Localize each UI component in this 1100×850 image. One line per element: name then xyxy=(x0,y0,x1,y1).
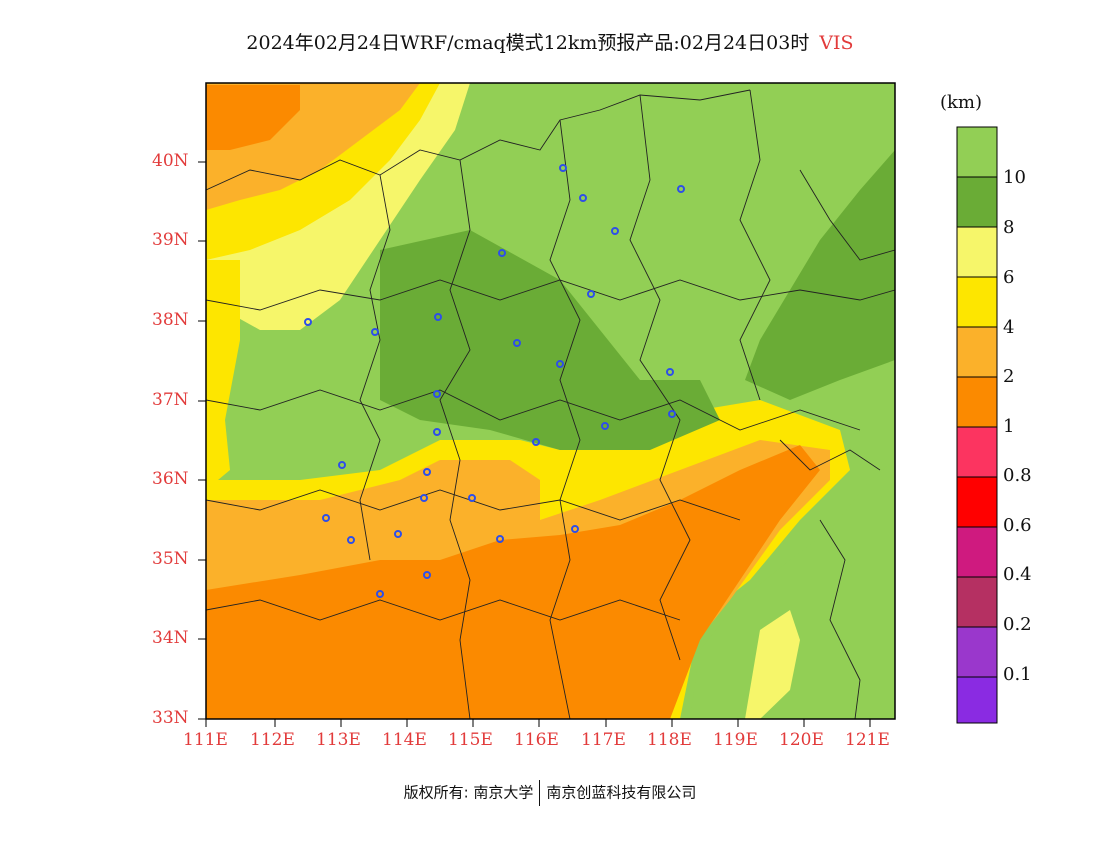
legend-label: 10 xyxy=(1003,167,1026,188)
city-marker xyxy=(496,535,504,543)
title-text: 2024年02月24日WRF/cmaq模式12km预报产品:02月24日03时 xyxy=(246,32,810,54)
city-marker xyxy=(423,571,431,579)
city-marker xyxy=(587,290,595,298)
x-tick-label: 111E xyxy=(183,730,228,750)
y-tick-label: 40N xyxy=(152,151,189,171)
colorbar-swatch-1 xyxy=(956,176,998,228)
footer-separator xyxy=(539,780,541,806)
x-tick-label: 116E xyxy=(514,730,559,750)
city-marker xyxy=(611,227,619,235)
city-marker xyxy=(394,530,402,538)
colorbar-swatch-7 xyxy=(956,476,998,528)
city-marker xyxy=(601,422,609,430)
vis-region-se-6km xyxy=(745,610,800,719)
colorbar-swatch-0 xyxy=(956,126,998,178)
city-marker xyxy=(304,318,312,326)
x-tick-label: 112E xyxy=(250,730,295,750)
x-tick-label: 115E xyxy=(448,730,493,750)
city-marker xyxy=(532,438,540,446)
copyright-right: 南京创蓝科技有限公司 xyxy=(546,783,697,802)
vis-region-s-1km xyxy=(206,445,820,719)
copyright-footer: 版权所有: 南京大学 南京创蓝科技有限公司 xyxy=(0,780,1100,806)
city-marker xyxy=(498,249,506,257)
city-marker xyxy=(579,194,587,202)
city-marker xyxy=(677,185,685,193)
vis-region-nw-1km xyxy=(206,85,300,150)
x-tick-label: 121E xyxy=(845,730,890,750)
legend-label: 1 xyxy=(1003,416,1015,437)
x-tick-label: 118E xyxy=(647,730,692,750)
title-variable: VIS xyxy=(819,32,854,54)
city-marker xyxy=(376,590,384,598)
legend-label: 0.1 xyxy=(1003,664,1032,685)
legend-label: 8 xyxy=(1003,217,1015,238)
copyright-left: 版权所有: 南京大学 xyxy=(403,783,534,802)
y-tick-label: 34N xyxy=(152,628,189,648)
x-tick-label: 113E xyxy=(316,730,361,750)
legend-label: 6 xyxy=(1003,267,1015,288)
legend-label: 4 xyxy=(1003,317,1015,338)
colorbar-swatch-4 xyxy=(956,326,998,378)
x-tick-label: 119E xyxy=(713,730,758,750)
x-tick-label: 120E xyxy=(779,730,824,750)
colorbar-swatch-6 xyxy=(956,426,998,478)
y-tick-label: 38N xyxy=(152,310,189,330)
y-tick-label: 35N xyxy=(152,549,189,569)
city-marker xyxy=(666,368,674,376)
colorbar-swatch-8 xyxy=(956,526,998,578)
colorbar-swatch-9 xyxy=(956,576,998,628)
y-tick-label: 37N xyxy=(152,390,189,410)
legend-label: 0.2 xyxy=(1003,614,1032,635)
city-marker xyxy=(468,494,476,502)
city-marker xyxy=(571,525,579,533)
city-marker xyxy=(371,328,379,336)
axis-ticks xyxy=(198,161,871,727)
x-tick-label: 114E xyxy=(382,730,427,750)
legend-label: 2 xyxy=(1003,366,1015,387)
vis-region-w-4km xyxy=(206,260,240,490)
city-marker xyxy=(556,360,564,368)
colorbar-swatch-11 xyxy=(956,676,998,724)
city-marker xyxy=(322,514,330,522)
city-marker xyxy=(338,461,346,469)
city-marker xyxy=(668,410,676,418)
y-tick-label: 39N xyxy=(152,230,189,250)
legend-label: 0.6 xyxy=(1003,515,1032,536)
y-tick-label: 33N xyxy=(152,708,189,728)
colorbar xyxy=(956,126,998,724)
legend-unit: (km) xyxy=(940,92,983,113)
colorbar-swatch-5 xyxy=(956,376,998,428)
colorbar-swatch-10 xyxy=(956,626,998,678)
legend-label: 0.4 xyxy=(1003,564,1032,585)
city-marker xyxy=(433,428,441,436)
colorbar-swatch-3 xyxy=(956,276,998,328)
vis-region-c-8km xyxy=(380,230,720,450)
city-marker xyxy=(513,339,521,347)
city-marker xyxy=(559,164,567,172)
city-markers xyxy=(304,164,685,598)
vis-region-ne-8km xyxy=(745,150,895,400)
city-marker xyxy=(433,390,441,398)
y-tick-label: 36N xyxy=(152,469,189,489)
city-marker xyxy=(420,494,428,502)
city-marker xyxy=(347,536,355,544)
x-tick-label: 117E xyxy=(581,730,626,750)
legend-label: 0.8 xyxy=(1003,465,1032,486)
vis-region-se-10km xyxy=(690,460,895,719)
city-marker xyxy=(423,468,431,476)
province-boundaries xyxy=(206,89,895,719)
colorbar-swatch-2 xyxy=(956,226,998,278)
map-title: 2024年02月24日WRF/cmaq模式12km预报产品:02月24日03时 V… xyxy=(0,28,1100,55)
city-marker xyxy=(434,313,442,321)
